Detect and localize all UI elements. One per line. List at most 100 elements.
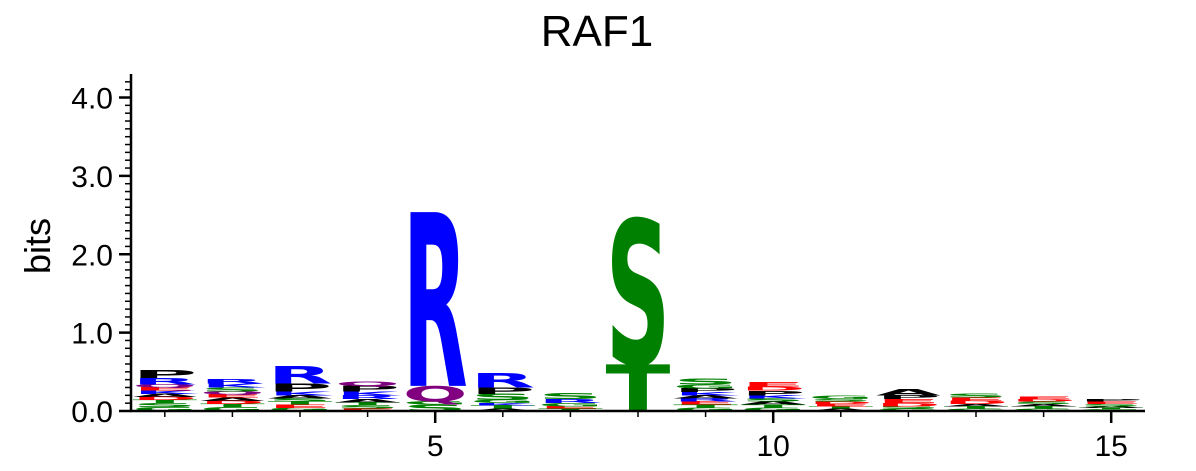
logo-letter-P: P [268,381,333,394]
logo-letter-T: T [741,404,806,409]
logo-letter-G: G [403,401,468,406]
logo-letter-E: E [132,387,197,392]
logo-letter-E: E [1011,396,1076,400]
logo-letter-S: S [1079,403,1144,407]
logo-letter-Q: Q [335,380,400,387]
logo-letter-R: R [470,370,535,392]
logo-letter-A: A [1079,406,1144,408]
logo-letter-R: R [335,394,400,400]
logo-letter-R: R [538,398,603,404]
logo-letter-D: D [741,386,806,392]
logo-letter-G: G [470,399,535,404]
logo-letter-T: T [1011,406,1076,410]
logo-letter-A: A [944,403,1009,407]
logo-letter-S: S [944,393,1009,399]
logo-letter-P: P [741,389,806,396]
logo-letter-G: G [200,406,265,412]
x-axis-ticks: 5 10 15 [164,411,1128,463]
logo-letter-P: P [335,384,400,393]
logo-letter-E: E [538,406,603,410]
logo-letter-D: D [808,401,873,405]
logo-letter-T: T [268,401,333,406]
logo-letter-P: P [1079,399,1144,403]
logo-letter-P: P [673,387,738,393]
logo-letter-R: R [132,376,197,386]
logo-letter-G: G [741,407,806,412]
y-tick-label: 3.0 [71,161,113,194]
logo-letter-T: T [808,406,873,410]
logo-letter-A: A [335,398,400,403]
logo-letter-S: S [132,402,197,408]
x-tick-label: 5 [427,430,444,463]
x-tick-label: 15 [1095,430,1128,463]
logo-letter-E: E [741,381,806,388]
logo-letter-E: E [876,398,941,404]
logo-letter-T: T [606,352,671,427]
logo-letter-S: S [741,398,806,403]
logo-letter-A: A [1011,403,1076,407]
logo-letter-E: E [268,404,333,409]
logo-letter-S: S [335,405,400,410]
logo-letter-A: A [200,397,265,402]
logo-letter-S: S [470,392,535,402]
y-axis-label: bits [17,218,58,274]
x-tick-label: 10 [757,430,790,463]
logo-letter-A: A [673,394,738,399]
logo-letter-K: K [675,391,740,396]
logo-letter-P: P [470,386,535,396]
logo-letter-T: T [470,405,535,410]
logo-letter-G: G [268,407,333,412]
logo-letter-E: E [1079,401,1144,405]
logo-letter-D: D [1011,399,1076,403]
logo-letter-P: P [876,394,941,400]
logo-letter-S: S [268,398,333,403]
logo-letter-A: A [876,388,941,398]
logo-letter-K: K [742,395,807,400]
logo-letter-S: S [876,406,941,410]
logo-letter-R: R [403,166,468,443]
logo-letter-Q: Q [403,382,468,407]
logo-letter-K: K [201,383,266,389]
chart-title: RAF1 [541,7,653,56]
logo-letter-G: G [673,407,738,412]
logo-letter-G: G [808,395,873,400]
logo-letter-S: S [808,399,873,403]
logo-letter-E: E [808,403,873,407]
logo-letter-K: K [269,390,334,396]
logo-letter-P: P [132,368,197,381]
logo-letter-Q: Q [132,384,197,389]
logo-letter-K: K [472,403,537,407]
y-axis-ticks: 0.0 1.0 2.0 3.0 4.0 [71,81,131,429]
logo-letter-Q: Q [200,391,265,396]
y-tick-label: 2.0 [71,239,113,272]
logo-letter-E: E [944,397,1009,402]
logo-letter-D: D [944,400,1009,405]
logo-letter-S: S [1011,401,1076,405]
logo-letter-K: K [134,390,199,395]
logo-letter-G: G [673,383,738,389]
logo-letter-S: S [403,403,468,413]
logo-letter-A: A [132,393,197,398]
logo-letter-K: K [337,390,402,396]
logo-letter-S: S [606,181,671,412]
logo-letter-T: T [1079,407,1144,409]
logo-letter-R: R [268,362,333,389]
logo-letter-D: D [876,402,941,407]
logo-letter-R: R [200,378,265,385]
logo-letter-D: D [200,400,265,405]
logo-letter-G: G [132,406,197,412]
logo-letter-S: S [538,392,603,401]
logo-letter-R: R [673,398,738,403]
y-tick-label: 0.0 [71,396,113,429]
logo-letter-G: G [538,402,603,407]
y-tick-label: 4.0 [71,83,113,116]
logo-letter-E: E [673,401,738,406]
logo-letter-A: A [741,401,806,406]
logo-letter-S: S [200,387,265,393]
logo-letter-T: T [673,404,738,409]
logo-letter-S: S [673,378,738,387]
logo-letter-A: A [268,394,333,399]
y-tick-label: 1.0 [71,318,113,351]
